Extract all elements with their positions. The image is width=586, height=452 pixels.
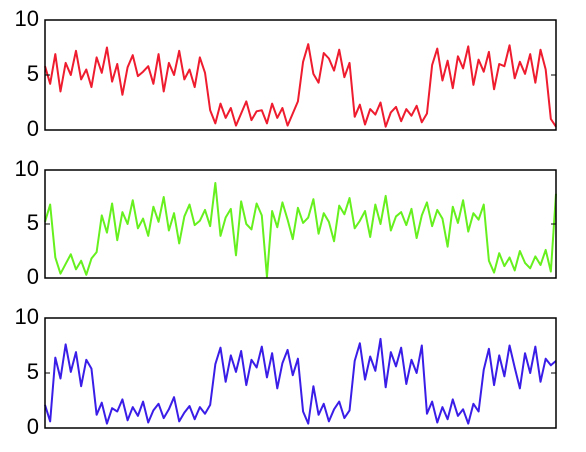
y-tick-label: 10 xyxy=(15,156,39,181)
y-tick-label: 0 xyxy=(27,414,39,439)
y-tick-label: 10 xyxy=(15,6,39,31)
y-tick-label: 5 xyxy=(27,210,39,235)
y-tick-label: 5 xyxy=(27,61,39,86)
series-line xyxy=(44,181,557,278)
y-tick-label: 10 xyxy=(15,304,39,329)
series-line xyxy=(44,337,557,425)
y-tick-label: 5 xyxy=(27,359,39,384)
y-tick-label: 0 xyxy=(27,116,39,141)
plot-frame xyxy=(44,169,557,279)
y-tick-label: 0 xyxy=(27,264,39,289)
series-line xyxy=(44,43,557,128)
